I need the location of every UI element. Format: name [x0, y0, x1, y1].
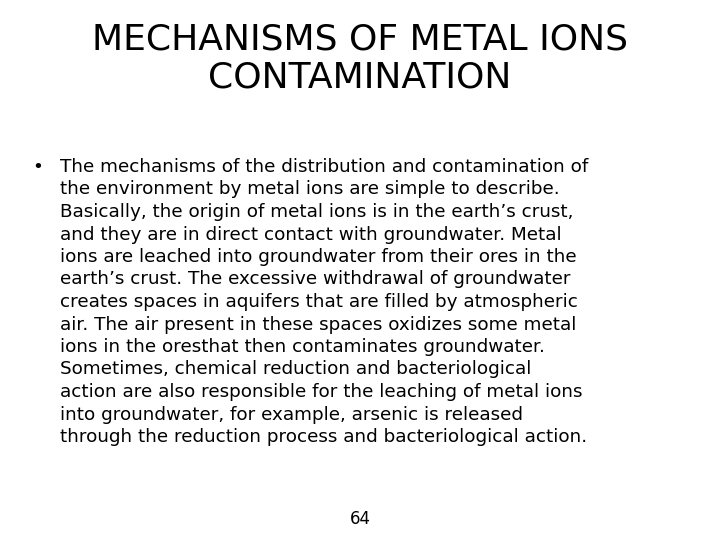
- Text: earth’s crust. The excessive withdrawal of groundwater: earth’s crust. The excessive withdrawal …: [60, 271, 570, 288]
- Text: •: •: [32, 158, 43, 176]
- Text: ions in the oresthat then contaminates groundwater.: ions in the oresthat then contaminates g…: [60, 338, 545, 356]
- Text: Basically, the origin of metal ions is in the earth’s crust,: Basically, the origin of metal ions is i…: [60, 203, 573, 221]
- Text: MECHANISMS OF METAL IONS: MECHANISMS OF METAL IONS: [92, 22, 628, 56]
- Text: and they are in direct contact with groundwater. Metal: and they are in direct contact with grou…: [60, 226, 562, 244]
- Text: through the reduction process and bacteriological action.: through the reduction process and bacter…: [60, 428, 587, 446]
- Text: CONTAMINATION: CONTAMINATION: [208, 60, 512, 94]
- Text: air. The air present in these spaces oxidizes some metal: air. The air present in these spaces oxi…: [60, 315, 577, 334]
- Text: Sometimes, chemical reduction and bacteriological: Sometimes, chemical reduction and bacter…: [60, 361, 531, 379]
- Text: creates spaces in aquifers that are filled by atmospheric: creates spaces in aquifers that are fill…: [60, 293, 578, 311]
- Text: action are also responsible for the leaching of metal ions: action are also responsible for the leac…: [60, 383, 582, 401]
- Text: into groundwater, for example, arsenic is released: into groundwater, for example, arsenic i…: [60, 406, 523, 423]
- Text: The mechanisms of the distribution and contamination of: The mechanisms of the distribution and c…: [60, 158, 588, 176]
- Text: 64: 64: [349, 510, 371, 528]
- Text: ions are leached into groundwater from their ores in the: ions are leached into groundwater from t…: [60, 248, 577, 266]
- Text: the environment by metal ions are simple to describe.: the environment by metal ions are simple…: [60, 180, 559, 199]
